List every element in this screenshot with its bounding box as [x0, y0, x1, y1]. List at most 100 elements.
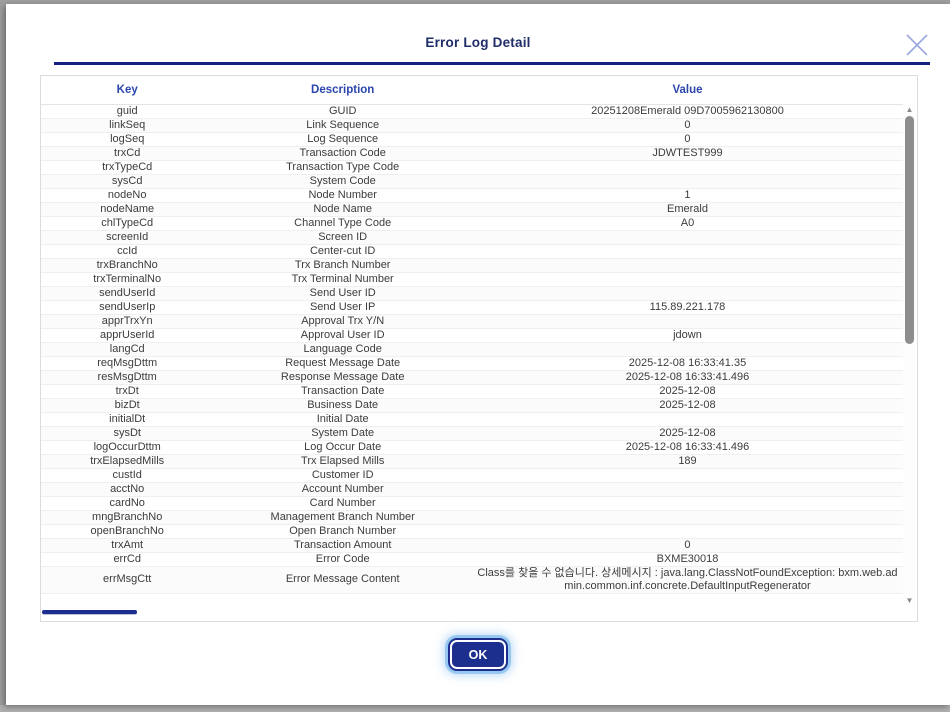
cell-desc: Initial Date — [213, 412, 472, 427]
cell-desc: Approval Trx Y/N — [213, 314, 472, 329]
cell-key: langCd — [41, 342, 214, 357]
table-row[interactable]: sysCd System Code — [41, 174, 903, 189]
table-row[interactable]: apprUserId Approval User ID jdown — [41, 328, 903, 343]
table-row[interactable]: initialDt Initial Date — [41, 412, 903, 427]
table-row[interactable]: sysDt System Date 2025-12-08 — [41, 426, 903, 441]
cell-desc: Transaction Code — [213, 146, 472, 161]
table-row[interactable]: custId Customer ID — [41, 468, 903, 483]
table-row[interactable]: apprTrxYn Approval Trx Y/N — [41, 314, 903, 329]
cell-key: sendUserId — [41, 286, 214, 301]
cell-value — [471, 258, 903, 273]
cell-key: trxTypeCd — [41, 160, 214, 175]
cell-value: 2025-12-08 — [471, 398, 903, 413]
column-header-description: Description — [213, 76, 472, 105]
close-button[interactable] — [902, 30, 932, 60]
cell-value — [471, 160, 903, 175]
cell-value: 2025-12-08 — [471, 426, 903, 441]
cell-desc: Trx Terminal Number — [213, 272, 472, 287]
cell-value: 0 — [471, 118, 903, 133]
cell-desc: Node Number — [213, 188, 472, 203]
table-row[interactable]: logSeq Log Sequence 0 — [41, 132, 903, 147]
column-header-key: Key — [41, 76, 214, 105]
title-divider — [54, 62, 930, 65]
table-row[interactable]: cardNo Card Number — [41, 496, 903, 511]
table-row[interactable]: reqMsgDttm Request Message Date 2025-12-08… — [41, 356, 903, 371]
table-row[interactable]: guid GUID 20251208Emerald 09D7005962130800 — [41, 104, 903, 119]
cell-value: 2025-12-08 — [471, 384, 903, 399]
cell-key: chlTypeCd — [41, 216, 214, 231]
table-row[interactable]: langCd Language Code — [41, 342, 903, 357]
table-row[interactable]: sendUserId Send User ID — [41, 286, 903, 301]
cell-key: custId — [41, 468, 214, 483]
table-row[interactable]: chlTypeCd Channel Type Code A0 — [41, 216, 903, 231]
vertical-scrollbar-thumb[interactable] — [905, 116, 914, 344]
table-row[interactable]: screenId Screen ID — [41, 230, 903, 245]
cell-key: linkSeq — [41, 118, 214, 133]
cell-desc: Management Branch Number — [213, 510, 472, 525]
cell-key: apprUserId — [41, 328, 214, 343]
table-row[interactable]: openBranchNo Open Branch Number — [41, 524, 903, 539]
table-row[interactable]: acctNo Account Number — [41, 482, 903, 497]
background-page-left — [0, 0, 6, 706]
cell-value: BXME30018 — [471, 552, 903, 567]
cell-value — [471, 496, 903, 511]
cell-value — [471, 244, 903, 259]
cell-desc: System Code — [213, 174, 472, 189]
cell-value — [471, 272, 903, 287]
cell-value: Emerald — [471, 202, 903, 217]
table-header-row: Key Description Value — [41, 76, 903, 105]
table-row[interactable]: trxAmt Transaction Amount 0 — [41, 538, 903, 553]
cell-key: trxElapsedMills — [41, 454, 214, 469]
cell-value: 2025-12-08 16:33:41.35 — [471, 356, 903, 371]
table-row[interactable]: trxTypeCd Transaction Type Code — [41, 160, 903, 175]
table-row[interactable]: trxBranchNo Trx Branch Number — [41, 258, 903, 273]
cell-key: guid — [41, 104, 214, 119]
scroll-up-icon[interactable]: ▲ — [905, 105, 914, 114]
table-row[interactable]: trxElapsedMills Trx Elapsed Mills 189 — [41, 454, 903, 469]
cell-key: nodeName — [41, 202, 214, 217]
cell-desc: Link Sequence — [213, 118, 472, 133]
table-row[interactable]: nodeName Node Name Emerald — [41, 202, 903, 217]
table-row[interactable]: trxCd Transaction Code JDWTEST999 — [41, 146, 903, 161]
table-row[interactable]: sendUserIp Send User IP 115.89.221.178 — [41, 300, 903, 315]
ok-button[interactable]: OK — [450, 640, 506, 669]
table-row[interactable]: resMsgDttm Response Message Date 2025-12-0… — [41, 370, 903, 385]
cell-desc: Channel Type Code — [213, 216, 472, 231]
scroll-down-icon[interactable]: ▼ — [905, 596, 914, 605]
cell-desc: Business Date — [213, 398, 472, 413]
cell-desc: Error Code — [213, 552, 472, 567]
cell-value — [471, 342, 903, 357]
cell-value: 0 — [471, 538, 903, 553]
cell-key: mngBranchNo — [41, 510, 214, 525]
cell-value — [471, 510, 903, 525]
table-row[interactable]: logOccurDttm Log Occur Date 2025-12-08 16:… — [41, 440, 903, 455]
cell-desc: Trx Elapsed Mills — [213, 454, 472, 469]
table-row[interactable]: nodeNo Node Number 1 — [41, 188, 903, 203]
cell-key: trxAmt — [41, 538, 214, 553]
table-row[interactable]: errMsgCtt Error Message Content Class를 찾을 … — [41, 566, 903, 594]
cell-key: acctNo — [41, 482, 214, 497]
cell-key: nodeNo — [41, 188, 214, 203]
table-row[interactable]: ccId Center-cut ID — [41, 244, 903, 259]
cell-value: 1 — [471, 188, 903, 203]
modal-title: Error Log Detail — [425, 35, 531, 50]
cell-key: sendUserIp — [41, 300, 214, 315]
error-detail-table: Key Description Value guid GUID 20251208Em… — [40, 75, 918, 622]
cell-desc: Approval User ID — [213, 328, 472, 343]
table-row[interactable]: mngBranchNo Management Branch Number — [41, 510, 903, 525]
table-row[interactable]: errCd Error Code BXME30018 — [41, 552, 903, 567]
cell-desc: Open Branch Number — [213, 524, 472, 539]
vertical-scrollbar[interactable]: ▲ ▼ — [903, 104, 916, 606]
cell-key: logOccurDttm — [41, 440, 214, 455]
cell-desc: Error Message Content — [213, 566, 472, 594]
table-row[interactable]: trxDt Transaction Date 2025-12-08 — [41, 384, 903, 399]
table-row[interactable]: linkSeq Link Sequence 0 — [41, 118, 903, 133]
horizontal-scrollbar-thumb[interactable] — [42, 609, 137, 614]
cell-desc: Log Sequence — [213, 132, 472, 147]
cell-key: apprTrxYn — [41, 314, 214, 329]
cell-value: JDWTEST999 — [471, 146, 903, 161]
table-row[interactable]: trxTerminalNo Trx Terminal Number — [41, 272, 903, 287]
table-row[interactable]: bizDt Business Date 2025-12-08 — [41, 398, 903, 413]
cell-key: cardNo — [41, 496, 214, 511]
cell-desc: Customer ID — [213, 468, 472, 483]
